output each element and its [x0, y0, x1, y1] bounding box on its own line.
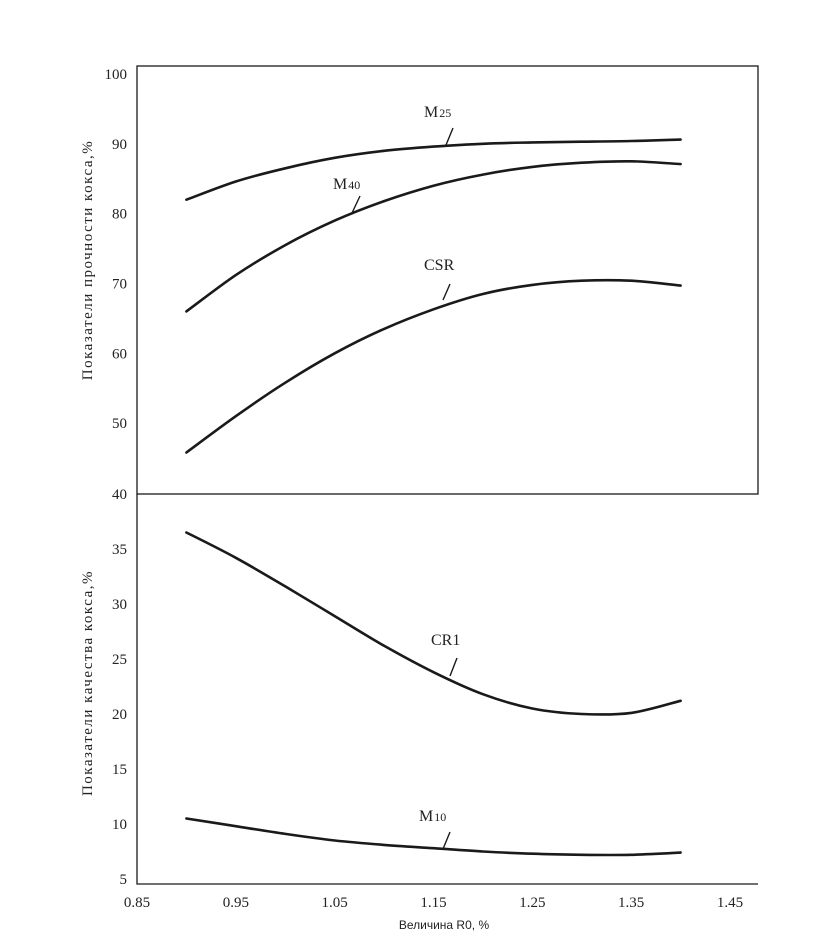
series-m40 [185, 159, 682, 313]
svg-text:M40: M40 [333, 176, 360, 193]
leader-csr [442, 283, 451, 301]
x-tick-1.25: 1.25 [519, 895, 545, 911]
upper-plot-frame [136, 65, 759, 495]
leader-m40 [351, 195, 361, 214]
label-m40: M40 [333, 176, 361, 214]
upper-y-tick-90: 90 [112, 137, 127, 153]
lower-y-tick-20: 20 [112, 707, 127, 723]
svg-text:M10: M10 [419, 808, 446, 825]
lower-y-tick-15: 15 [112, 762, 127, 778]
x-tick-0.85: 0.85 [124, 895, 150, 911]
curves [185, 138, 682, 857]
upper-y-tick-100: 100 [105, 67, 128, 83]
series-m25 [185, 138, 682, 201]
x-tick-1.15: 1.15 [420, 895, 446, 911]
leader-m25 [445, 127, 454, 146]
lower-y-tick-35: 35 [112, 542, 127, 558]
upper-y-tick-70: 70 [112, 277, 127, 293]
label-m10: M10 [419, 808, 451, 850]
x-tick-1.05: 1.05 [322, 895, 348, 911]
svg-text:CR1: CR1 [431, 632, 460, 649]
lower-y-tick-5: 5 [120, 872, 128, 888]
lower-plot-frame [136, 494, 758, 885]
x-ticks: 0.85 0.95 1.05 1.15 1.25 1.35 1.45 [124, 895, 743, 911]
lower-y-tick-30: 30 [112, 597, 127, 613]
x-tick-1.45: 1.45 [717, 895, 743, 911]
series-csr [185, 278, 682, 454]
lower-y-tick-40: 40 [112, 487, 127, 503]
svg-text:CSR: CSR [424, 257, 455, 274]
series-cr1 [185, 531, 682, 716]
leader-m10 [442, 831, 451, 850]
svg-text:M25: M25 [424, 104, 451, 121]
label-cr1: CR1 [431, 632, 460, 677]
x-tick-1.35: 1.35 [618, 895, 644, 911]
upper-y-tick-60: 60 [112, 346, 127, 362]
upper-y-ticks: 100 90 80 70 60 50 [105, 67, 128, 432]
label-m25: M25 [424, 104, 454, 146]
lower-y-tick-10: 10 [112, 817, 127, 833]
x-tick-0.95: 0.95 [223, 895, 249, 911]
upper-y-tick-80: 80 [112, 207, 127, 223]
upper-y-tick-50: 50 [112, 416, 127, 432]
upper-y-axis-label: Показатели прочности кокса,% [80, 140, 96, 380]
x-axis-label: Величина R0, % [399, 918, 490, 932]
series-m10 [185, 817, 682, 857]
lower-y-tick-25: 25 [112, 652, 127, 668]
label-csr: CSR [424, 257, 455, 301]
lower-y-ticks: 40 35 30 25 20 15 10 5 [112, 487, 127, 888]
leader-cr1 [449, 657, 458, 677]
lower-y-axis-label: Показатели качества кокса,% [80, 570, 96, 796]
